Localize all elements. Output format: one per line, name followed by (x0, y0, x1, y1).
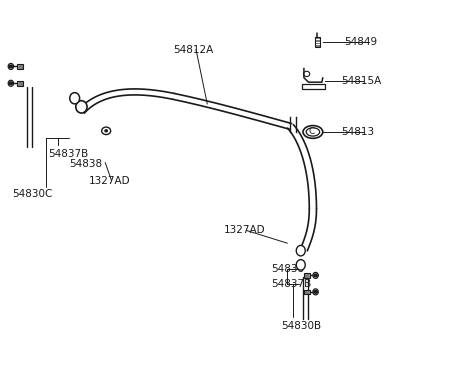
Text: 1327AD: 1327AD (89, 176, 131, 186)
Circle shape (314, 274, 318, 277)
Circle shape (9, 65, 13, 68)
Text: 54813: 54813 (341, 127, 374, 137)
Ellipse shape (313, 272, 318, 279)
Text: 54837B: 54837B (272, 279, 312, 289)
Circle shape (105, 130, 107, 132)
FancyBboxPatch shape (17, 81, 23, 86)
Circle shape (314, 290, 318, 293)
Ellipse shape (313, 289, 318, 295)
Text: 54837B: 54837B (48, 149, 88, 160)
FancyBboxPatch shape (302, 84, 325, 89)
Circle shape (101, 127, 111, 135)
Text: 54838: 54838 (69, 159, 102, 169)
Text: 54812A: 54812A (173, 44, 214, 55)
Circle shape (303, 71, 310, 76)
Ellipse shape (296, 260, 305, 270)
Ellipse shape (303, 126, 323, 138)
Circle shape (9, 82, 13, 85)
Ellipse shape (296, 245, 305, 256)
FancyBboxPatch shape (304, 290, 310, 294)
Ellipse shape (70, 93, 80, 104)
Ellipse shape (8, 80, 14, 86)
Text: 54830C: 54830C (12, 189, 52, 199)
Text: C: C (309, 127, 315, 136)
FancyBboxPatch shape (315, 37, 320, 47)
Ellipse shape (306, 128, 319, 136)
Ellipse shape (76, 101, 87, 113)
FancyBboxPatch shape (304, 273, 310, 278)
Text: 54830B: 54830B (282, 321, 322, 331)
Text: 54849: 54849 (344, 37, 378, 47)
Text: 54838: 54838 (272, 264, 305, 274)
FancyBboxPatch shape (17, 64, 23, 69)
Ellipse shape (8, 63, 14, 70)
Text: 1327AD: 1327AD (224, 225, 266, 236)
Text: 54815A: 54815A (341, 76, 381, 86)
